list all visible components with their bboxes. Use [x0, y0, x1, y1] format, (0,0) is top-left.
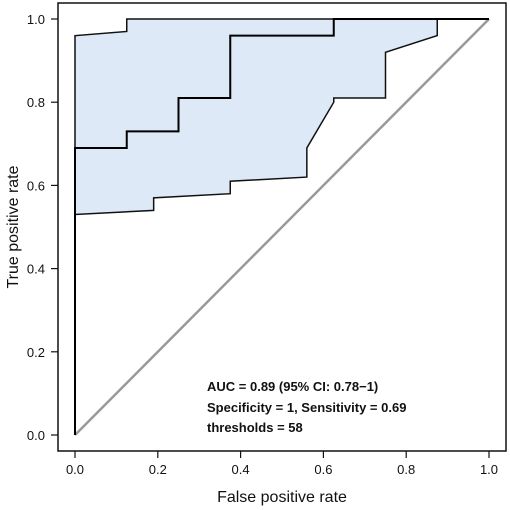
y-tick-label: 1.0	[27, 12, 45, 27]
x-axis: 0.0 0.2 0.4 0.6 0.8 1.0	[66, 451, 498, 477]
x-tick-label: 0.6	[314, 462, 332, 477]
y-tick-label: 0.4	[27, 262, 45, 277]
x-tick-label: 1.0	[480, 462, 498, 477]
y-tick-label: 0.2	[27, 345, 45, 360]
x-tick-label: 0.4	[232, 462, 250, 477]
x-tick-label: 0.2	[149, 462, 167, 477]
x-tick-label: 0.8	[397, 462, 415, 477]
x-tick-label: 0.0	[66, 462, 84, 477]
y-axis-title: True positive rate	[5, 165, 22, 288]
roc-curve	[74, 18, 489, 435]
x-axis-title: False positive rate	[217, 489, 347, 506]
plot-frame	[57, 2, 507, 452]
reference-diagonal	[74, 18, 490, 436]
y-axis: 0.0 0.2 0.4 0.6 0.8 1.0	[27, 12, 58, 443]
annotation-spec-sens: Specificity = 1, Sensitivity = 0.69	[207, 400, 406, 415]
y-tick-label: 0.8	[27, 95, 45, 110]
plot-layer	[74, 18, 490, 436]
ci-band	[74, 18, 438, 216]
y-tick-label: 0.0	[27, 428, 45, 443]
y-tick-label: 0.6	[27, 178, 45, 193]
annotation-thresholds: thresholds = 58	[207, 420, 303, 435]
annotation-auc: AUC = 0.89 (95% CI: 0.78−1)	[207, 379, 378, 394]
